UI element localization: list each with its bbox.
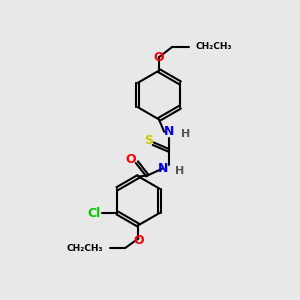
- Text: O: O: [154, 51, 164, 64]
- Text: CH₂CH₃: CH₂CH₃: [66, 244, 103, 253]
- Text: O: O: [125, 153, 136, 166]
- Text: S: S: [144, 134, 153, 147]
- Text: H: H: [175, 166, 184, 176]
- Text: O: O: [133, 234, 144, 247]
- Text: Cl: Cl: [88, 206, 101, 220]
- Text: N: N: [164, 125, 174, 138]
- Text: H: H: [181, 129, 190, 139]
- Text: CH₂CH₃: CH₂CH₃: [195, 42, 232, 51]
- Text: N: N: [158, 162, 169, 175]
